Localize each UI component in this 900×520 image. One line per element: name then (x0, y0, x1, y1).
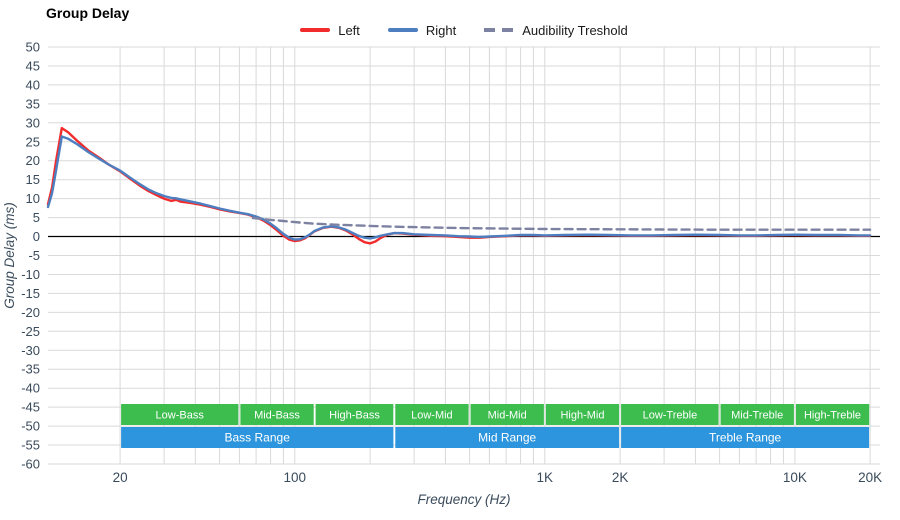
band-sub-label: Mid-Bass (254, 410, 300, 422)
series-left-line (46, 126, 872, 245)
y-tick-label: -5 (28, 248, 40, 263)
x-axis-title: Frequency (Hz) (417, 492, 510, 507)
band-sub (621, 404, 719, 425)
band-sub-label: Low-Mid (411, 410, 453, 422)
band-sub (240, 404, 314, 425)
x-tick-label: 2K (612, 470, 629, 485)
band-main (121, 427, 394, 448)
y-tick-label: -35 (21, 362, 40, 377)
band-sub (545, 404, 620, 425)
legend: Left Right Audibility Treshold (48, 21, 880, 39)
y-tick-label: 10 (26, 191, 40, 206)
y-tick-label: 45 (26, 59, 40, 74)
y-tick-label: 30 (26, 115, 40, 130)
legend-item-audibility-threshold[interactable]: Audibility Treshold (484, 23, 628, 38)
legend-label-audibility-threshold: Audibility Treshold (522, 22, 628, 38)
y-tick-label: 5 (33, 210, 40, 225)
band-main (395, 427, 620, 448)
legend-item-left[interactable]: Left (300, 23, 360, 38)
y-tick-label: -30 (21, 343, 40, 358)
x-tick-label: 100 (284, 470, 307, 485)
x-tick-label: 20K (858, 470, 882, 485)
band-sub-label: Low-Treble (643, 410, 698, 422)
y-tick-labels: 50454035302520151050-5-10-15-20-25-30-35… (21, 40, 40, 472)
band-main-label: Mid Range (478, 431, 536, 445)
y-tick-label: -45 (21, 400, 40, 415)
gridlines-horizontal (48, 46, 880, 465)
band-main-label: Treble Range (709, 431, 782, 445)
band-sub-label: High-Mid (560, 410, 604, 422)
band-sub (795, 404, 870, 425)
band-sub-label: High-Treble (804, 410, 861, 422)
y-axis-title: Group Delay (ms) (2, 202, 17, 309)
y-tick-label: -50 (21, 419, 40, 434)
x-tick-label: 1K (537, 470, 554, 485)
band-sub-label: Mid-Treble (731, 410, 783, 422)
legend-label-left: Left (338, 22, 360, 38)
y-tick-label: -40 (21, 381, 40, 396)
y-tick-label: 50 (26, 40, 40, 55)
y-tick-label: -20 (21, 305, 40, 320)
band-sub (395, 404, 469, 425)
y-tick-label: 35 (26, 96, 40, 111)
chart-title: Group Delay (46, 5, 130, 21)
band-main (621, 427, 870, 448)
x-tick-labels: 20 100 1K 2K 10K 20K (113, 470, 883, 485)
band-sub-label: Low-Bass (156, 410, 205, 422)
band-sub (720, 404, 794, 425)
y-tick-label: -10 (21, 267, 40, 282)
y-tick-label: 40 (26, 77, 40, 92)
band-main-label: Bass Range (225, 431, 291, 445)
series-threshold-line (251, 216, 872, 231)
x-tick-label: 20 (113, 470, 128, 485)
band-sub (470, 404, 544, 425)
legend-item-right[interactable]: Right (387, 22, 457, 38)
y-tick-label: 0 (33, 229, 40, 244)
band-sub-label: Mid-Mid (488, 410, 527, 422)
band-sub (121, 404, 239, 425)
y-tick-label: -25 (21, 324, 40, 339)
audibility-threshold-swatch (484, 28, 515, 32)
y-tick-label: 20 (26, 153, 40, 168)
series-right-line (46, 135, 872, 241)
band-sub-label: High-Bass (329, 410, 380, 422)
y-tick-label: 25 (26, 134, 40, 149)
x-tick-label: 10K (783, 470, 807, 485)
right-line-swatch (387, 28, 418, 32)
legend-label-right: Right (425, 22, 457, 38)
y-tick-label: -60 (21, 457, 40, 472)
y-tick-label: -55 (21, 438, 40, 453)
band-sub (315, 404, 394, 425)
y-tick-label: -15 (21, 286, 40, 301)
left-line-swatch (300, 28, 331, 32)
y-tick-label: 15 (26, 172, 40, 187)
